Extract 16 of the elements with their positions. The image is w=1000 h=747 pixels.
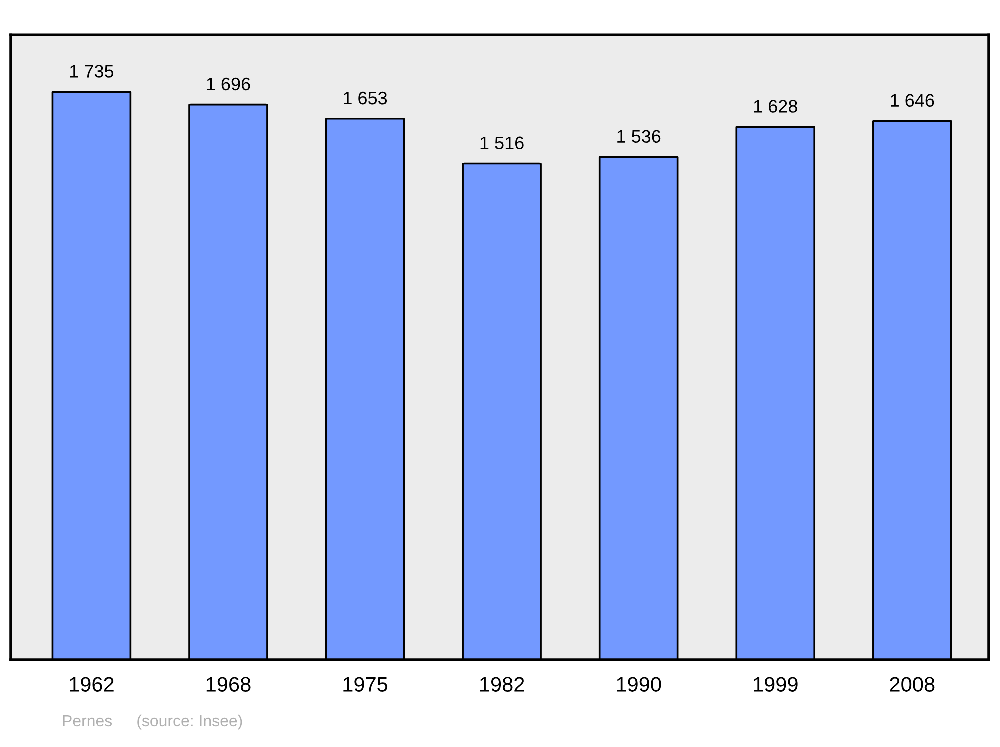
x-tick-label: 2008 [890,677,935,692]
x-tick-label: 1975 [344,677,388,692]
x-tick-label: 1999 [754,677,798,692]
text: Pernes [63,716,112,727]
data-label: 1 628 [754,100,798,113]
data-label: 1 696 [207,78,250,91]
data-label: 1 536 [618,130,661,144]
data-label: 1 653 [344,92,388,105]
x-tick-label: 1968 [206,677,251,692]
x-tick-label: 1982 [480,677,524,692]
data-label: 1 646 [891,94,934,108]
x-tick-label: 1962 [70,677,114,692]
x-tick-label: 1990 [617,677,662,692]
data-label: 1 516 [480,136,524,150]
data-label: 1 735 [70,65,114,78]
text: (source: Insee) [138,714,242,730]
